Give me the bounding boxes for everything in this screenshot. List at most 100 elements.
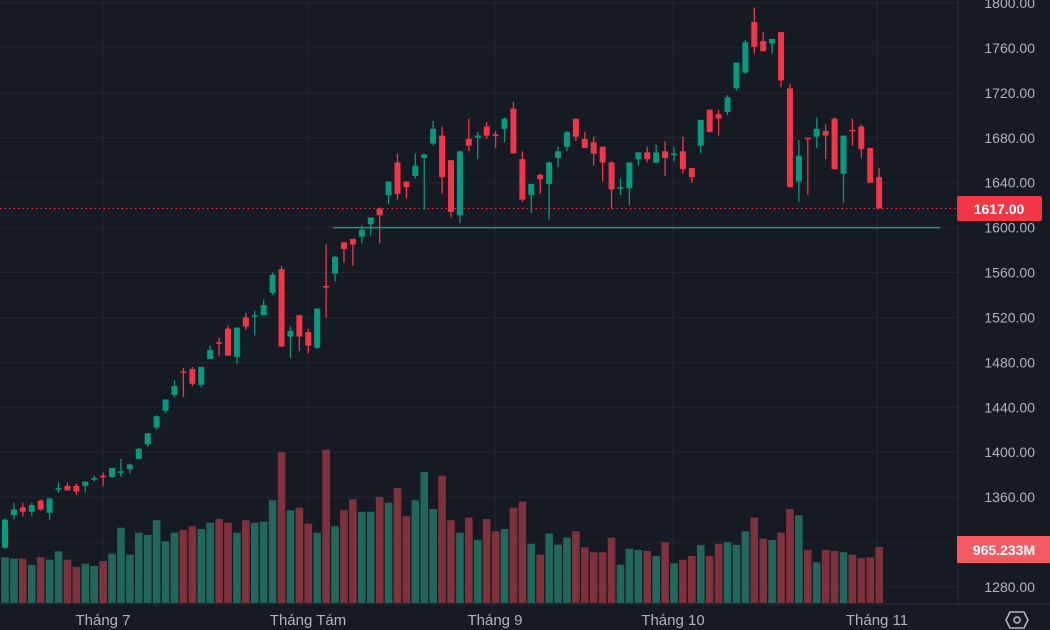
candle bbox=[448, 160, 454, 218]
volume-bar bbox=[589, 552, 598, 603]
candle bbox=[519, 151, 526, 202]
candle bbox=[724, 95, 731, 116]
candle bbox=[742, 40, 749, 74]
candle-body bbox=[688, 168, 695, 178]
volume-bar bbox=[250, 522, 259, 603]
candle-body bbox=[117, 471, 124, 473]
candle-body bbox=[55, 488, 62, 490]
volume-bar bbox=[741, 531, 750, 603]
candle-body bbox=[653, 152, 660, 163]
candle bbox=[19, 502, 26, 517]
candle bbox=[189, 366, 196, 386]
candle bbox=[153, 415, 160, 430]
candle bbox=[367, 217, 374, 236]
volume-bar bbox=[224, 522, 232, 603]
candle bbox=[394, 153, 401, 200]
candle bbox=[590, 136, 597, 166]
candle bbox=[403, 181, 410, 199]
time-axis[interactable]: Tháng 7 Tháng Tám Tháng 9 Tháng 10 Tháng 11 bbox=[75, 612, 908, 629]
candle-body bbox=[876, 177, 883, 209]
candle-body bbox=[831, 118, 838, 170]
volume-bar bbox=[295, 507, 304, 603]
candle-body bbox=[795, 155, 802, 182]
candle bbox=[555, 146, 562, 167]
volume-bar bbox=[349, 499, 357, 603]
candle bbox=[769, 38, 776, 54]
candle-body bbox=[376, 208, 383, 216]
x-tick-label: Tháng 11 bbox=[846, 612, 908, 629]
candle bbox=[474, 132, 481, 160]
candle-body bbox=[492, 134, 499, 136]
candle bbox=[242, 312, 249, 330]
candle bbox=[876, 168, 883, 209]
candle-body bbox=[225, 328, 231, 356]
candle-body bbox=[635, 152, 642, 160]
candle bbox=[813, 117, 820, 148]
volume-bar bbox=[126, 554, 134, 603]
last-price-text: 1617.00 bbox=[974, 201, 1025, 217]
candle-body bbox=[46, 498, 53, 513]
x-tick-label: Tháng 10 bbox=[641, 612, 704, 629]
candle-body bbox=[28, 505, 35, 512]
candle bbox=[626, 162, 633, 206]
volume-bar bbox=[429, 508, 437, 603]
volume-bar bbox=[393, 487, 402, 603]
candle-body bbox=[180, 371, 187, 373]
candle-body bbox=[572, 118, 579, 137]
candle bbox=[706, 109, 713, 133]
candle bbox=[421, 153, 428, 210]
candle-body bbox=[769, 38, 776, 44]
candle-body bbox=[608, 162, 615, 190]
volume-bar bbox=[277, 451, 286, 603]
candle-body bbox=[412, 165, 419, 176]
candle bbox=[786, 83, 793, 188]
x-tick-label: Tháng 9 bbox=[467, 612, 522, 629]
volume-bar bbox=[616, 564, 625, 603]
candle-body bbox=[519, 159, 526, 200]
volume-bar bbox=[90, 565, 98, 603]
candle bbox=[109, 467, 116, 479]
candle-body bbox=[73, 485, 80, 492]
volume-bar bbox=[1, 557, 9, 603]
candle-body bbox=[251, 315, 258, 317]
candle-body bbox=[144, 433, 151, 445]
candle bbox=[412, 153, 419, 179]
candle bbox=[795, 140, 802, 202]
price-axis[interactable]: 1800.00 1760.00 1720.00 1680.00 1640.00 1600.… bbox=[984, 0, 1035, 595]
volume-bar bbox=[527, 543, 536, 603]
volume-bar bbox=[242, 520, 250, 603]
candle-body bbox=[135, 448, 142, 459]
volume-bar bbox=[99, 560, 107, 603]
volume-bar bbox=[358, 511, 366, 603]
candle-body bbox=[849, 129, 856, 132]
candle-body bbox=[760, 41, 767, 52]
volume-bar bbox=[81, 563, 90, 603]
y-tick-label: 1360.00 bbox=[984, 489, 1035, 505]
volume-bar bbox=[375, 497, 384, 603]
candle bbox=[287, 326, 294, 358]
candle-body bbox=[332, 256, 339, 274]
gear-icon[interactable] bbox=[1005, 611, 1029, 629]
candle-body bbox=[626, 162, 633, 189]
last-volume-text: 965.233M bbox=[973, 542, 1035, 558]
volume-bar bbox=[143, 535, 152, 603]
candle-body bbox=[278, 269, 285, 347]
candle bbox=[198, 366, 205, 388]
candle bbox=[715, 109, 722, 136]
volume-bar bbox=[768, 539, 776, 603]
candle-body bbox=[207, 350, 214, 360]
candle-body bbox=[439, 135, 446, 178]
volume-bar bbox=[117, 527, 125, 603]
candle-body bbox=[37, 500, 44, 510]
candle-body bbox=[537, 174, 544, 180]
candle bbox=[46, 498, 53, 520]
volume-bar bbox=[19, 558, 27, 603]
y-tick-label: 1440.00 bbox=[984, 399, 1035, 415]
candle bbox=[37, 499, 44, 511]
candle-body bbox=[715, 114, 722, 119]
volume-bar bbox=[170, 532, 179, 603]
candle-body bbox=[813, 128, 820, 137]
volume-bar bbox=[384, 502, 393, 603]
candle bbox=[635, 152, 642, 166]
